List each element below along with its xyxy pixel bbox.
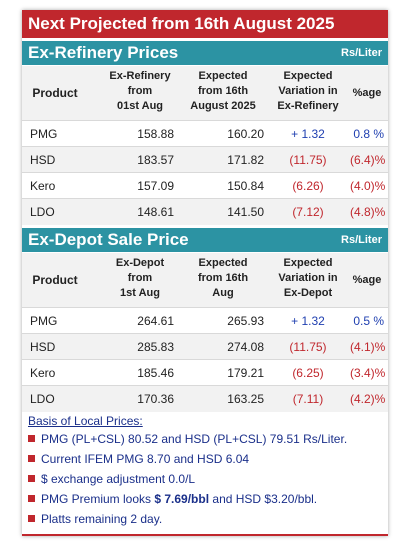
note-item: Platts remaining 2 day. — [28, 510, 162, 528]
percentage-cell: 0.5 % — [353, 314, 384, 328]
current-price-cell: 183.57 — [137, 153, 174, 167]
bottom-bar — [22, 534, 388, 536]
table-row: LDO 148.61 141.50 (7.12) (4.8)% — [22, 198, 388, 225]
table-row: PMG 264.61 265.93 + 1.32 0.5 % — [22, 307, 388, 334]
banner-title: Next Projected from 16th August 2025 — [22, 10, 388, 38]
expected-price-cell: 163.25 — [227, 392, 264, 406]
variation-cell: (11.75) — [289, 153, 327, 167]
refinery-header-product: Product — [32, 86, 78, 100]
percentage-cell: (4.8)% — [350, 205, 386, 219]
product-cell: HSD — [30, 340, 56, 354]
product-cell: PMG — [30, 314, 58, 328]
variation-cell: (7.11) — [292, 392, 324, 406]
depot-header-variation: Expected Variation in Ex-Depot — [278, 257, 338, 299]
depot-header-expected: Expected from 16th Aug — [197, 257, 249, 299]
current-price-cell: 185.46 — [137, 366, 174, 380]
table-row: HSD 285.83 274.08 (11.75) (4.1)% — [22, 333, 388, 360]
depot-header-pct: %age — [352, 274, 382, 286]
table-row: Kero 185.46 179.21 (6.25) (3.4)% — [22, 359, 388, 386]
refinery-header-variation: Expected Variation in Ex-Refinery — [277, 70, 339, 112]
percentage-cell: (3.4)% — [350, 366, 386, 380]
product-cell: PMG — [30, 127, 58, 141]
refinery-title: Ex-Refinery Prices — [28, 43, 179, 62]
variation-cell: (11.75) — [289, 340, 327, 354]
percentage-cell: (4.1)% — [350, 340, 386, 354]
variation-cell: + 1.32 — [291, 127, 325, 141]
expected-price-cell: 265.93 — [227, 314, 264, 328]
variation-cell: (6.26) — [292, 179, 324, 193]
depot-section-header: Ex-Depot Sale Price Rs/Liter — [22, 228, 388, 252]
current-price-cell: 170.36 — [137, 392, 174, 406]
current-price-cell: 285.83 — [137, 340, 174, 354]
expected-price-cell: 160.20 — [227, 127, 264, 141]
depot-header-current: Ex-Depot from 1st Aug — [115, 257, 165, 299]
depot-header-product: Product — [32, 273, 78, 287]
note-item: $ exchange adjustment 0.0/L — [28, 470, 195, 488]
expected-price-cell: 179.21 — [227, 366, 264, 380]
variation-cell: (6.25) — [292, 366, 324, 380]
product-cell: HSD — [30, 153, 56, 167]
percentage-cell: (6.4)% — [350, 153, 386, 167]
percentage-cell: (4.2)% — [350, 392, 386, 406]
product-cell: LDO — [30, 392, 55, 406]
refinery-section-header: Ex-Refinery Prices Rs/Liter — [22, 41, 388, 65]
refinery-header-current: Ex-Refinery from 01st Aug — [109, 70, 171, 112]
expected-price-cell: 150.84 — [227, 179, 264, 193]
bullet-square-icon — [28, 495, 35, 502]
expected-price-cell: 171.82 — [227, 153, 264, 167]
current-price-cell: 158.88 — [137, 127, 174, 141]
variation-cell: (7.12) — [292, 205, 324, 219]
bullet-square-icon — [28, 455, 35, 462]
note-item: PMG (PL+CSL) 80.52 and HSD (PL+CSL) 79.5… — [28, 430, 347, 448]
refinery-unit: Rs/Liter — [341, 47, 382, 59]
current-price-cell: 157.09 — [137, 179, 174, 193]
product-cell: Kero — [30, 366, 56, 380]
note-item: PMG Premium looks $ 7.69/bbl and HSD $3.… — [28, 490, 317, 508]
expected-price-cell: 274.08 — [227, 340, 264, 354]
table-row: Kero 157.09 150.84 (6.26) (4.0)% — [22, 172, 388, 199]
refinery-header-expected: Expected from 16th August 2025 — [190, 70, 256, 112]
variation-cell: + 1.32 — [291, 314, 325, 328]
expected-price-cell: 141.50 — [227, 205, 264, 219]
table-row: PMG 158.88 160.20 + 1.32 0.8 % — [22, 120, 388, 147]
table-row: LDO 170.36 163.25 (7.11) (4.2)% — [22, 385, 388, 412]
refinery-table-header: Product Ex-Refinery from 01st Aug Expected… — [22, 66, 388, 120]
table-row: HSD 183.57 171.82 (11.75) (6.4)% — [22, 146, 388, 173]
depot-table-header: Product Ex-Depot from 1st Aug Expected from… — [22, 253, 388, 307]
bullet-square-icon — [28, 475, 35, 482]
product-cell: LDO — [30, 205, 55, 219]
percentage-cell: (4.0)% — [350, 179, 386, 193]
basis-title: Basis of Local Prices: — [28, 414, 143, 428]
current-price-cell: 148.61 — [137, 205, 174, 219]
bullet-square-icon — [28, 435, 35, 442]
note-item: Current IFEM PMG 8.70 and HSD 6.04 — [28, 450, 249, 468]
refinery-header-pct: %age — [352, 87, 382, 99]
current-price-cell: 264.61 — [137, 314, 174, 328]
depot-title: Ex-Depot Sale Price — [28, 230, 189, 249]
price-card: Next Projected from 16th August 2025 Ex-… — [22, 10, 388, 536]
bullet-square-icon — [28, 515, 35, 522]
percentage-cell: 0.8 % — [353, 127, 384, 141]
depot-unit: Rs/Liter — [341, 234, 382, 246]
product-cell: Kero — [30, 179, 56, 193]
